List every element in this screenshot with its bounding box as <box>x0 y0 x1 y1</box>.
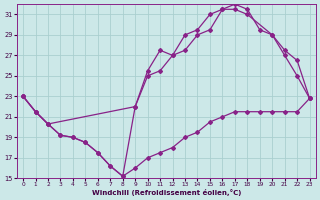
X-axis label: Windchill (Refroidissement éolien,°C): Windchill (Refroidissement éolien,°C) <box>92 189 241 196</box>
